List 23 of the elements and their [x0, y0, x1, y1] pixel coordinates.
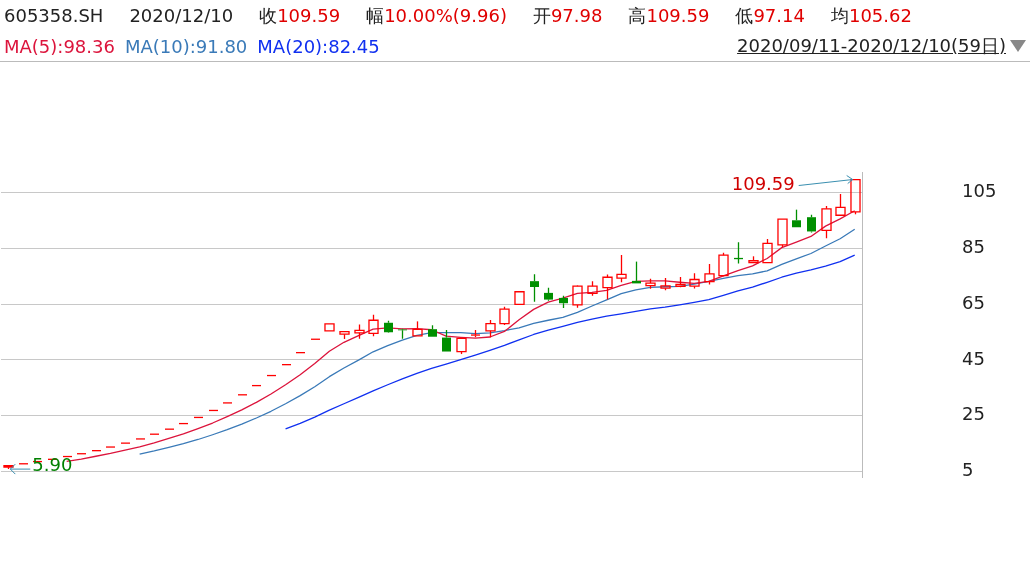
text: 开97.98 [532, 4, 603, 26]
y-tick-label: 45 [962, 347, 985, 369]
candlestick [529, 273, 540, 303]
text: MA(20):82.45 [257, 35, 380, 57]
y-tick-label: 25 [962, 403, 985, 425]
text: MA(5):98.36 [4, 35, 115, 57]
y-tick-label: 85 [962, 235, 985, 257]
text: 均105.62 [830, 4, 912, 26]
candlestick [616, 254, 627, 283]
text: 高109.59 [628, 4, 710, 26]
candlestick [383, 320, 394, 333]
chart-subtitle: 2020/12/10 [129, 5, 234, 26]
text: 收109.59 [259, 4, 341, 26]
annotation: 109.59 [731, 173, 795, 195]
y-tick-label: 5 [962, 459, 974, 481]
text: MA(10):91.80 [124, 35, 248, 57]
y-tick-label: 105 [962, 180, 997, 202]
annotation: 5.90 [32, 453, 73, 475]
chart-title: 605358.SH [4, 5, 104, 26]
text: 2020/09/11-2020/12/10(59日) [737, 34, 1006, 58]
text: 幅10.00%(9.96) [366, 4, 507, 26]
text: 低97.14 [735, 4, 805, 26]
y-tick-label: 65 [962, 291, 985, 313]
